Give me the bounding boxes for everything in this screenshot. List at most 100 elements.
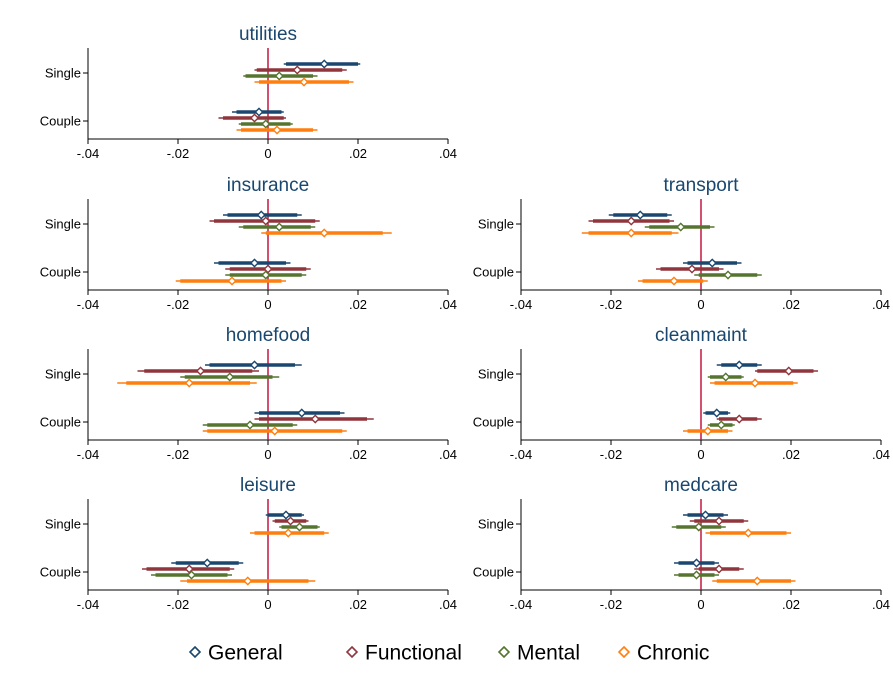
panel-medcare: medcare -.04 -.02 0 .02 .04 Single Couple bbox=[473, 475, 890, 612]
point-estimate-marker bbox=[626, 216, 636, 226]
point-estimate-marker bbox=[281, 510, 291, 520]
category-label: Couple bbox=[473, 265, 514, 280]
point-estimate-marker bbox=[249, 360, 260, 370]
category-label: Single bbox=[45, 217, 81, 232]
point-estimate-marker bbox=[263, 264, 273, 274]
category-label: Couple bbox=[40, 565, 81, 580]
point-estimate-marker bbox=[184, 378, 194, 388]
point-estimate-marker bbox=[714, 516, 724, 526]
x-tick-label: .04 bbox=[439, 297, 457, 312]
legend: General Functional Mental Chronic bbox=[188, 642, 709, 665]
x-tick-label: .04 bbox=[439, 146, 457, 161]
point-estimate-marker bbox=[310, 414, 320, 424]
point-estimate-marker bbox=[243, 576, 253, 586]
panel-title: transport bbox=[664, 175, 740, 196]
panel-utilities: utilities -.04 -.02 0 .02 .04 Single Couple bbox=[40, 24, 457, 161]
point-estimate-marker bbox=[676, 222, 686, 232]
point-estimate-marker bbox=[245, 420, 255, 430]
point-estimate-marker bbox=[186, 570, 197, 580]
panel-title: utilities bbox=[239, 24, 297, 45]
x-tick-label: .02 bbox=[349, 447, 367, 462]
panel-cleanmaint: cleanmaint -.04 -.02 0 .02 .04 Single Couple bbox=[473, 325, 890, 462]
x-tick-label: -.02 bbox=[167, 297, 189, 312]
point-estimate-marker bbox=[703, 426, 713, 436]
x-tick-label: -.02 bbox=[600, 597, 622, 612]
point-estimate-marker bbox=[784, 366, 794, 376]
x-tick-label: -.04 bbox=[77, 597, 99, 612]
point-estimate-marker bbox=[299, 77, 309, 87]
point-estimate-marker bbox=[249, 258, 260, 268]
point-estimate-marker bbox=[721, 372, 731, 382]
point-estimate-marker bbox=[752, 576, 762, 586]
x-tick-label: .02 bbox=[782, 447, 800, 462]
point-estimate-marker bbox=[691, 570, 702, 580]
category-label: Single bbox=[45, 517, 81, 532]
category-label: Couple bbox=[473, 415, 514, 430]
legend-marker-mental bbox=[497, 645, 511, 659]
x-tick-label: -.02 bbox=[600, 297, 622, 312]
x-tick-label: -.02 bbox=[600, 447, 622, 462]
point-estimate-marker bbox=[249, 113, 260, 123]
panel-title: cleanmaint bbox=[655, 325, 748, 346]
panel-title: medcare bbox=[664, 475, 738, 496]
panel-insurance: insurance -.04 -.02 0 .02 .04 Single Couple bbox=[40, 175, 457, 312]
point-estimate-marker bbox=[283, 528, 293, 538]
point-estimate-marker bbox=[734, 360, 744, 370]
point-estimate-marker bbox=[319, 228, 329, 238]
point-estimate-marker bbox=[700, 510, 711, 520]
point-estimate-marker bbox=[292, 65, 302, 75]
x-tick-label: -.04 bbox=[77, 447, 99, 462]
x-tick-label: -.04 bbox=[510, 447, 532, 462]
x-tick-label: 0 bbox=[264, 447, 271, 462]
category-label: Single bbox=[478, 367, 514, 382]
x-tick-label: -.02 bbox=[167, 146, 189, 161]
point-estimate-marker bbox=[294, 522, 305, 532]
legend-label: Functional bbox=[365, 642, 462, 665]
point-estimate-marker bbox=[626, 228, 636, 238]
point-estimate-marker bbox=[274, 222, 284, 232]
point-estimate-marker bbox=[723, 270, 733, 280]
x-tick-label: -.04 bbox=[510, 597, 532, 612]
panel-title: homefood bbox=[226, 325, 311, 346]
x-tick-label: 0 bbox=[264, 297, 271, 312]
legend-marker-functional bbox=[345, 645, 359, 659]
x-tick-label: .04 bbox=[872, 297, 890, 312]
x-tick-label: .02 bbox=[349, 146, 367, 161]
point-estimate-marker bbox=[714, 564, 724, 574]
x-tick-label: -.04 bbox=[77, 297, 99, 312]
x-tick-label: .02 bbox=[349, 597, 367, 612]
category-label: Single bbox=[45, 367, 81, 382]
legend-label: Chronic bbox=[637, 642, 709, 665]
panel-title: insurance bbox=[227, 175, 309, 196]
x-tick-label: 0 bbox=[264, 146, 271, 161]
point-estimate-marker bbox=[261, 270, 271, 280]
point-estimate-marker bbox=[712, 408, 722, 418]
x-tick-label: -.02 bbox=[167, 447, 189, 462]
x-tick-label: -.04 bbox=[510, 297, 532, 312]
point-estimate-marker bbox=[319, 59, 329, 69]
panel-homefood: homefood -.04 -.02 0 .02 .04 Single Couple bbox=[40, 325, 457, 462]
x-tick-label: 0 bbox=[697, 447, 704, 462]
point-estimate-marker bbox=[195, 366, 206, 376]
point-estimate-marker bbox=[261, 119, 271, 129]
panel-leisure: leisure -.04 -.02 0 .02 .04 Single Couple bbox=[40, 475, 457, 612]
point-estimate-marker bbox=[716, 420, 726, 430]
point-estimate-marker bbox=[694, 522, 704, 532]
point-estimate-marker bbox=[750, 378, 760, 388]
point-estimate-marker bbox=[635, 210, 645, 220]
x-tick-label: .02 bbox=[782, 597, 800, 612]
category-label: Couple bbox=[40, 265, 81, 280]
point-estimate-marker bbox=[272, 125, 282, 135]
point-estimate-marker bbox=[734, 414, 744, 424]
x-tick-label: .02 bbox=[349, 297, 367, 312]
category-label: Couple bbox=[473, 565, 514, 580]
point-estimate-marker bbox=[743, 528, 753, 538]
x-tick-label: .04 bbox=[872, 447, 890, 462]
panel-title: leisure bbox=[240, 475, 296, 496]
x-tick-label: .04 bbox=[439, 597, 457, 612]
point-estimate-marker bbox=[202, 558, 212, 568]
point-estimate-marker bbox=[227, 276, 237, 286]
point-estimate-marker bbox=[669, 276, 679, 286]
point-estimate-marker bbox=[285, 516, 296, 526]
